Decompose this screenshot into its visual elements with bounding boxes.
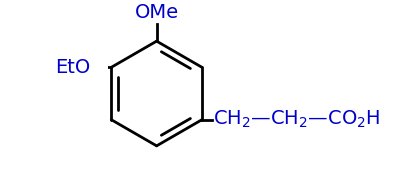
Text: CH$_2$—CH$_2$—CO$_2$H: CH$_2$—CH$_2$—CO$_2$H [213,109,380,130]
Text: OMe: OMe [135,3,179,22]
Text: EtO: EtO [56,58,91,77]
